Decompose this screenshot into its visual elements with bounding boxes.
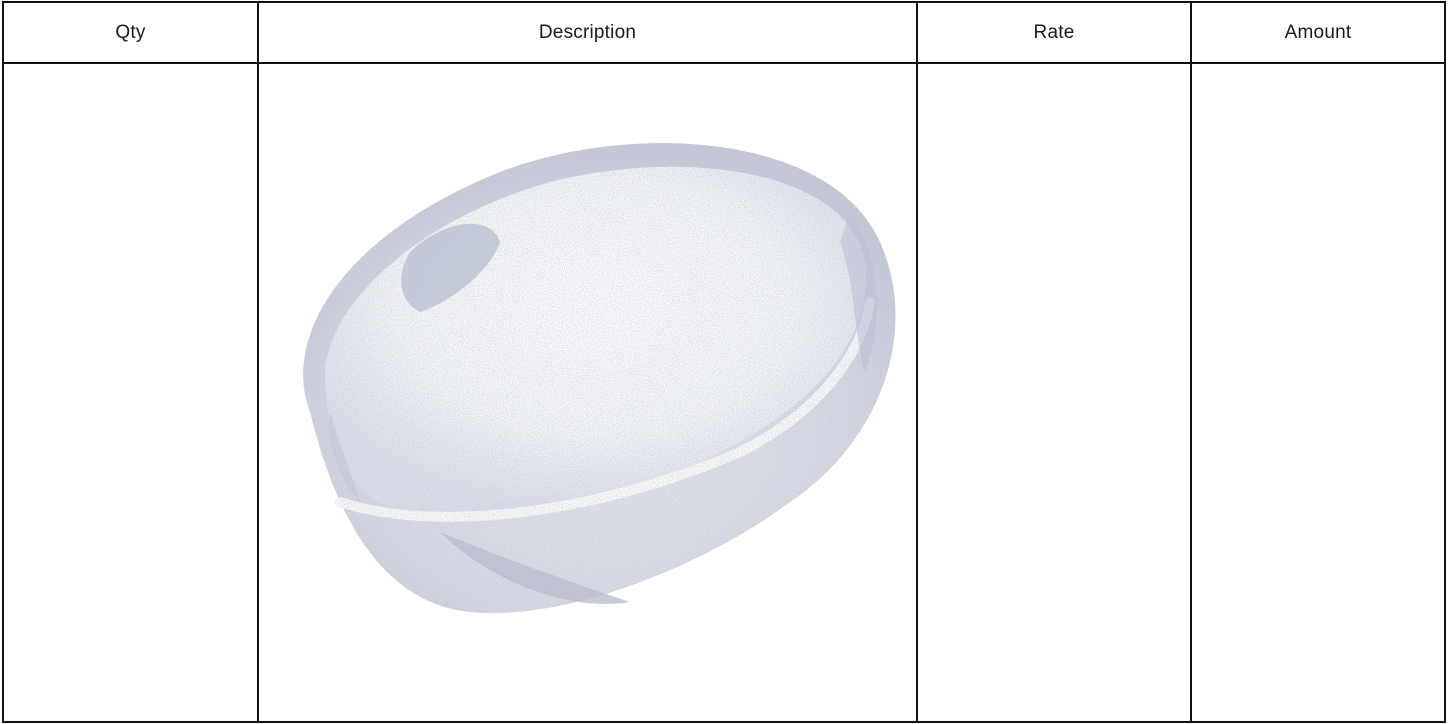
header-description: Description	[538, 21, 637, 43]
table-header-row: Qty Description Rate Amount	[4, 3, 1444, 64]
bowl-photo	[303, 143, 896, 614]
header-qty: Qty	[115, 21, 146, 43]
header-amount: Amount	[1284, 21, 1352, 43]
column-divider	[916, 3, 918, 721]
column-divider	[1190, 3, 1192, 721]
amount-cell	[1192, 64, 1444, 721]
header-rate: Rate	[1033, 21, 1075, 43]
rate-cell	[918, 64, 1190, 721]
column-divider	[257, 3, 259, 721]
qty-cell	[4, 64, 257, 721]
